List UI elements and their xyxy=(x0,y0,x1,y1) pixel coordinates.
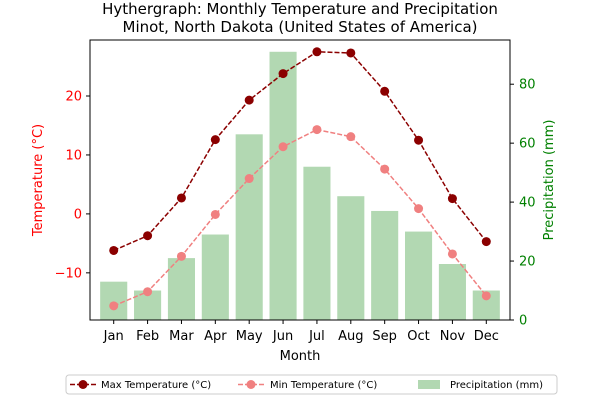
x-tick-label-sep: Sep xyxy=(372,329,397,344)
legend-min-label: Min Temperature (°C) xyxy=(270,380,377,391)
precipitation-bars xyxy=(100,51,500,320)
min-temp-point-aug xyxy=(346,132,356,142)
right-y-axis: 0 20 40 60 80 xyxy=(510,78,536,329)
temperature-lines xyxy=(109,47,491,311)
chart-title: Hythergraph: Monthly Temperature and Pre… xyxy=(102,0,498,18)
x-tick-label-dec: Dec xyxy=(474,329,499,344)
x-axis: Jan Feb Mar Apr May Jun Jul Aug Sep Oct Nov Dec xyxy=(103,320,499,344)
max-temp-point-jul xyxy=(312,47,322,57)
plot-frame xyxy=(89,39,511,321)
max-temp-point-feb xyxy=(143,231,153,241)
right-tick-label-40: 40 xyxy=(519,196,536,211)
max-temp-point-aug xyxy=(346,48,356,58)
right-tick-label-80: 80 xyxy=(519,78,536,93)
legend-precip-swatch xyxy=(418,380,440,389)
min-temp-point-oct xyxy=(414,204,424,214)
max-temp-point-jun xyxy=(278,69,288,79)
max-temp-point-apr xyxy=(210,135,220,145)
x-tick-label-feb: Feb xyxy=(136,329,159,344)
max-temp-point-dec xyxy=(481,237,491,247)
precip-bar-jan xyxy=(100,281,128,320)
precip-bar-may xyxy=(235,134,263,320)
precip-bar-sep xyxy=(371,210,399,320)
x-tick-label-nov: Nov xyxy=(440,329,466,344)
left-tick-label-0: 0 xyxy=(74,207,82,222)
max-temperature-line xyxy=(113,51,487,252)
min-temp-point-jul xyxy=(312,125,322,135)
legend-max-marker xyxy=(78,380,88,389)
legend-frame xyxy=(65,374,558,395)
left-tick-label--10: −10 xyxy=(55,266,82,281)
precip-bar-jun xyxy=(269,51,297,320)
x-tick-label-jul: Jul xyxy=(308,329,325,344)
max-temp-point-oct xyxy=(414,135,424,145)
min-temperature-line xyxy=(113,128,487,307)
y-axis-label-left: Temperature (°C) xyxy=(31,124,46,237)
x-axis-label: Month xyxy=(280,349,321,364)
x-tick-label-aug: Aug xyxy=(338,329,363,344)
left-y-axis: −10 0 10 20 xyxy=(55,90,90,281)
legend-max-label: Max Temperature (°C) xyxy=(101,380,211,391)
min-temp-point-dec xyxy=(481,291,491,301)
max-temp-point-sep xyxy=(380,86,390,96)
chart-subtitle: Minot, North Dakota (United States of Am… xyxy=(123,18,478,36)
right-tick-label-20: 20 xyxy=(519,255,536,270)
x-tick-label-may: May xyxy=(236,329,263,344)
min-temp-point-nov xyxy=(447,249,457,259)
precip-bar-jul xyxy=(303,166,331,320)
x-tick-label-oct: Oct xyxy=(407,329,429,344)
x-tick-label-apr: Apr xyxy=(204,329,227,344)
precip-bar-oct xyxy=(405,231,433,320)
min-temp-point-jun xyxy=(278,142,288,152)
max-temp-point-may xyxy=(244,95,254,105)
min-temp-point-feb xyxy=(143,287,153,297)
right-tick-label-60: 60 xyxy=(519,137,536,152)
left-tick-label-20: 20 xyxy=(65,90,82,105)
max-temp-point-nov xyxy=(447,194,457,204)
min-temp-point-mar xyxy=(176,251,186,261)
right-tick-label-0: 0 xyxy=(519,314,527,329)
precip-bar-aug xyxy=(337,196,365,320)
min-temp-point-jan xyxy=(109,301,119,311)
min-temp-point-sep xyxy=(380,164,390,174)
left-tick-label-10: 10 xyxy=(65,148,82,163)
min-temp-point-may xyxy=(244,174,254,184)
precip-bar-apr xyxy=(201,234,229,320)
precip-bar-nov xyxy=(438,264,466,320)
y-axis-label-right: Precipitation (mm) xyxy=(542,120,557,241)
x-tick-label-mar: Mar xyxy=(169,329,194,344)
legend-precip-label: Precipitation (mm) xyxy=(450,380,543,391)
min-temp-point-apr xyxy=(210,209,220,219)
legend-min-marker xyxy=(246,380,256,389)
max-temp-point-jan xyxy=(109,245,119,255)
precip-bar-mar xyxy=(167,258,195,320)
x-tick-label-jan: Jan xyxy=(103,329,124,344)
legend: Max Temperature (°C) Min Temperature (°C… xyxy=(65,374,558,395)
x-tick-label-jun: Jun xyxy=(272,329,293,344)
max-temp-point-mar xyxy=(176,193,186,203)
